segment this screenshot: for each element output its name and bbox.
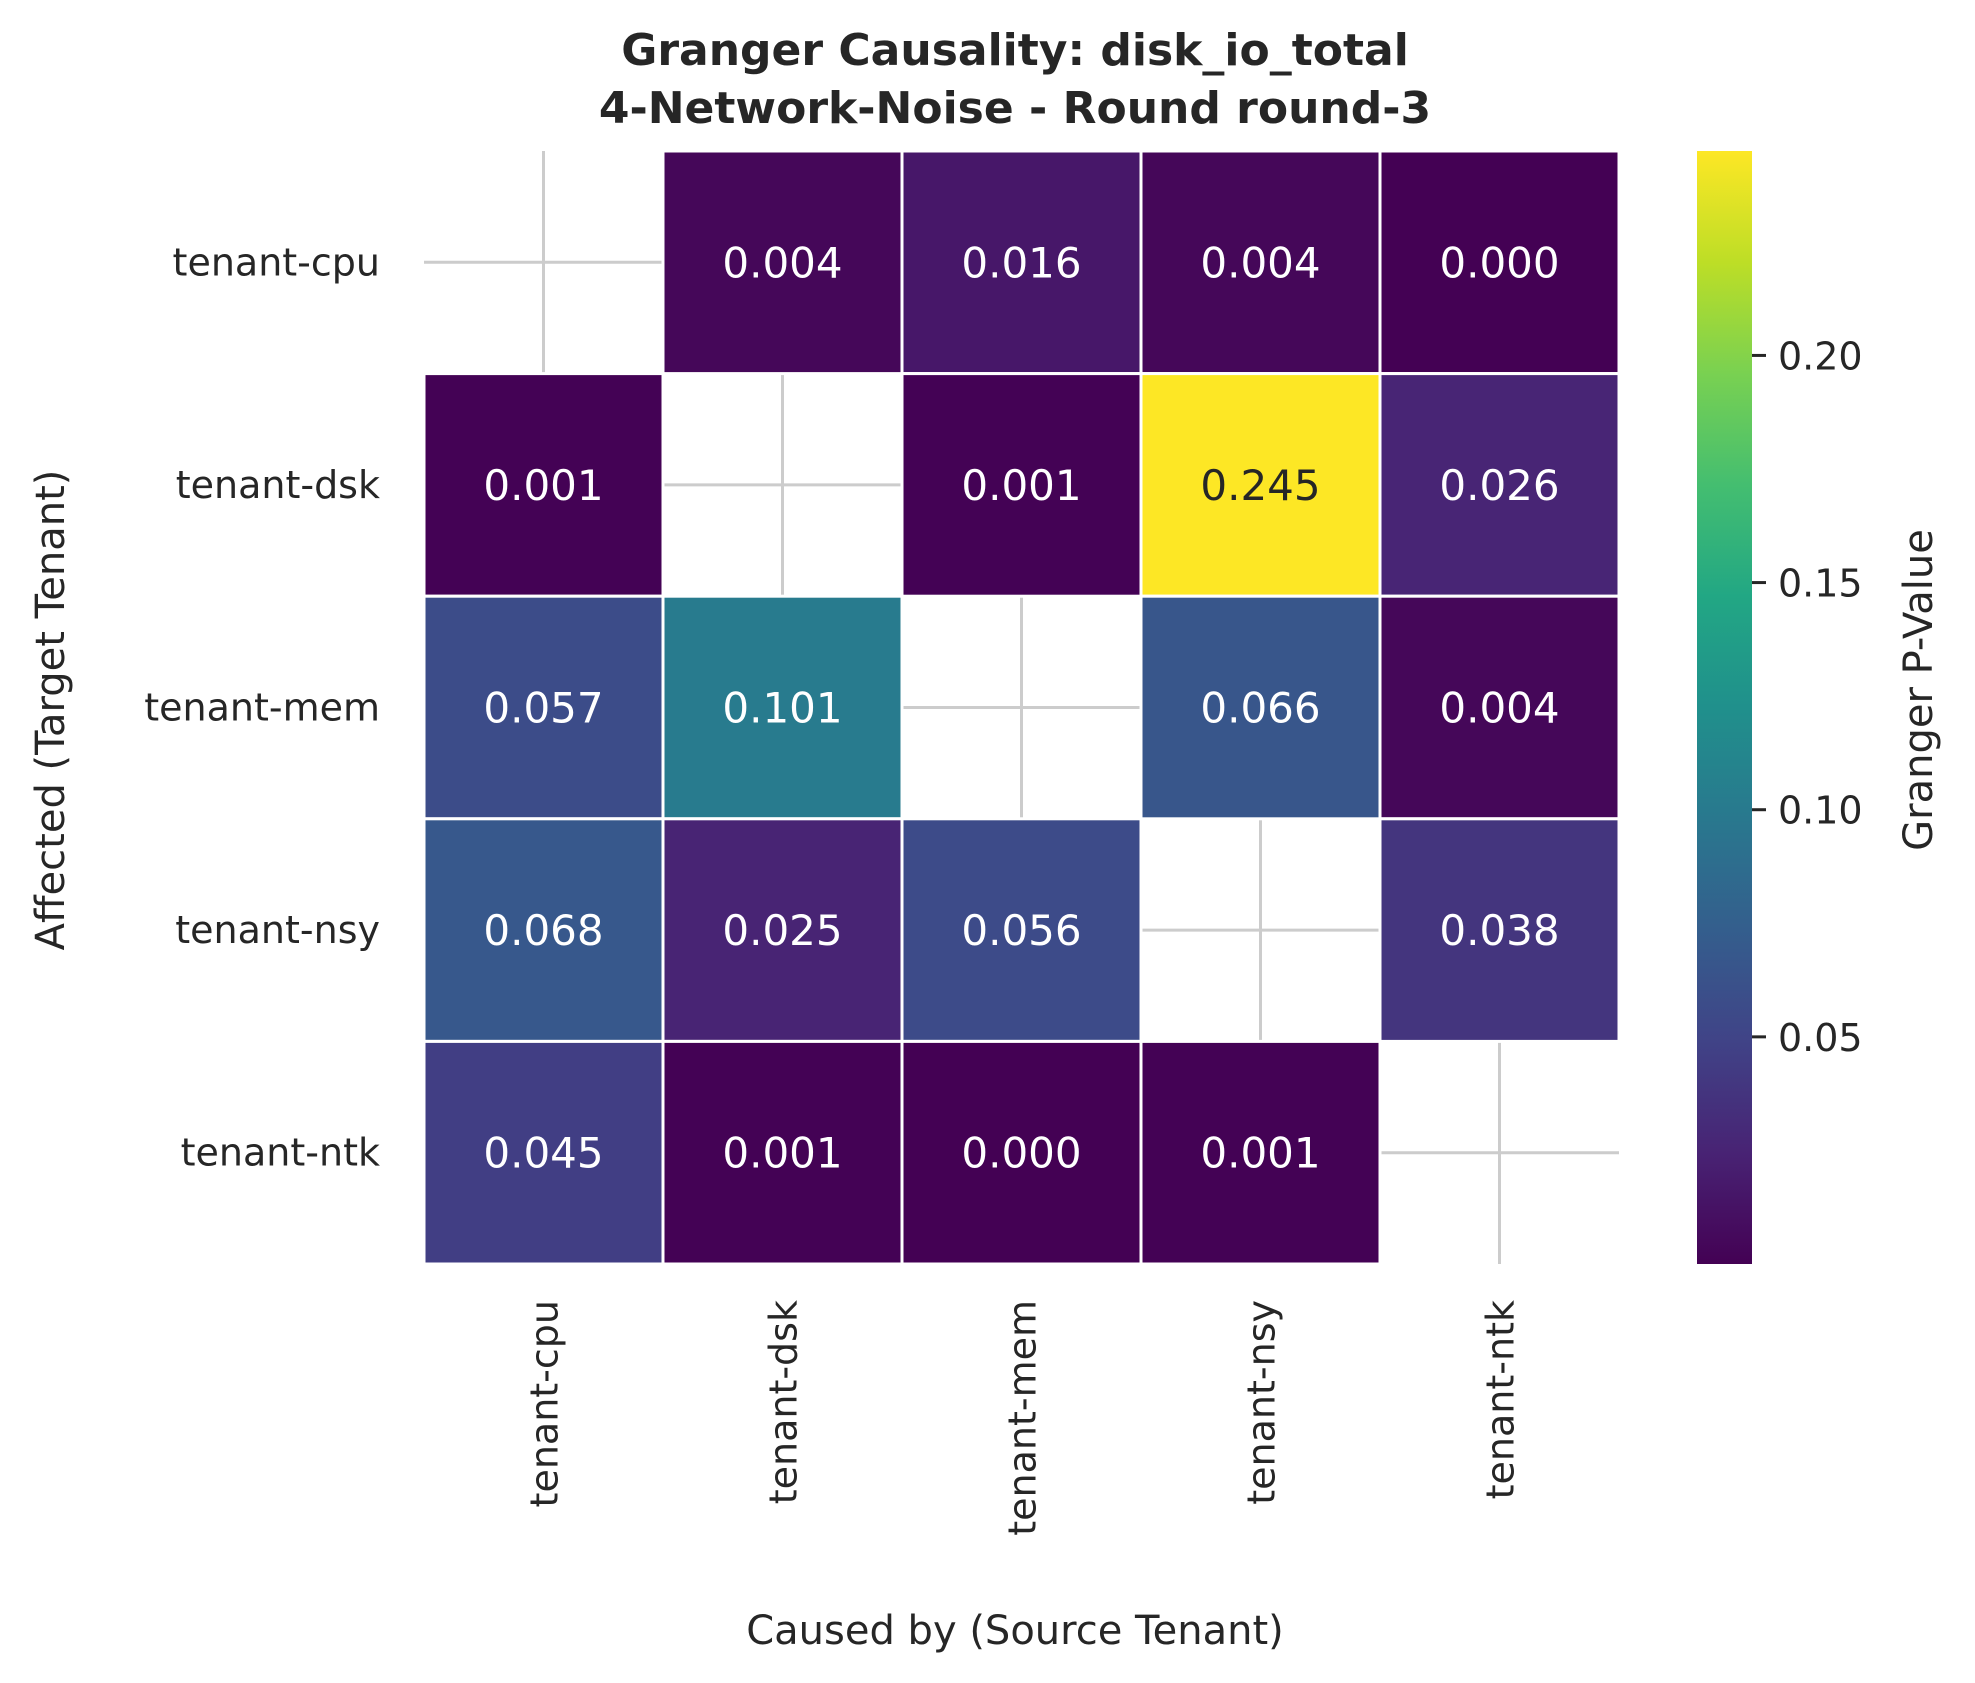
heatmap-cells: 0.004 0.016 0.004 0.000 0.001 0.001 0.245 0.026…: [422, 149, 1621, 1266]
heatmap-cell: [422, 372, 665, 598]
colorbar-gradient: [1697, 151, 1752, 1264]
cell-value-label: 0.057: [483, 684, 603, 733]
cell-value-label: 0.056: [961, 906, 1081, 955]
cell-value-label: 0.245: [1200, 461, 1320, 510]
cell-value-label: 0.045: [483, 1129, 603, 1178]
heatmap-cell: [1139, 1039, 1382, 1266]
cell-value-label: 0.001: [483, 461, 603, 510]
cell-value-label: 0.004: [1439, 684, 1559, 733]
heatmap-cell: [661, 1039, 904, 1266]
x-axis-label: Caused by (Source Tenant): [746, 1608, 1284, 1654]
y-axis-ticks: tenant-cpu tenant-dsk tenant-mem tenant-nsy…: [144, 240, 380, 1174]
heatmap-cell: [422, 1039, 665, 1266]
colorbar-tick-label: 0.05: [1778, 1016, 1863, 1060]
cell-value-label: 0.001: [722, 1129, 842, 1178]
cell-value-label: 0.000: [1439, 238, 1559, 287]
chart-subtitle: 4-Network-Noise - Round round-3: [599, 83, 1431, 134]
y-tick-label: tenant-cpu: [173, 240, 380, 284]
x-tick-label: tenant-ntk: [1479, 1300, 1523, 1499]
heatmap-cell: [1139, 594, 1382, 821]
x-axis-ticks: tenant-cpu tenant-dsk tenant-mem tenant-nsy…: [523, 1300, 1523, 1536]
y-tick-label: tenant-dsk: [176, 463, 380, 507]
cell-value-label: 0.025: [722, 906, 842, 955]
heatmap-cell: [900, 372, 1143, 598]
y-tick-label: tenant-nsy: [175, 908, 380, 952]
chart-title: Granger Causality: disk_io_total: [621, 25, 1409, 76]
cell-value-label: 0.101: [722, 684, 842, 733]
cell-value-label: 0.016: [961, 238, 1081, 287]
x-tick-label: tenant-nsy: [1240, 1300, 1284, 1505]
heatmap-cell: [1378, 817, 1621, 1043]
x-tick-label: tenant-mem: [1001, 1300, 1045, 1536]
cell-value-label: 0.000: [961, 1129, 1081, 1178]
x-tick-label: tenant-dsk: [762, 1300, 806, 1504]
heatmap-cell: [900, 817, 1143, 1043]
heatmap-cell: [661, 594, 904, 821]
y-axis-label: Affected (Target Tenant): [28, 470, 74, 951]
heatmap-cell: [422, 594, 665, 821]
heatmap-cell: [900, 149, 1143, 376]
heatmap-cell: [422, 817, 665, 1043]
colorbar-tick-label: 0.15: [1778, 562, 1863, 606]
y-tick-label: tenant-mem: [144, 686, 380, 730]
cell-value-label: 0.001: [961, 461, 1081, 510]
cell-value-label: 0.066: [1200, 684, 1320, 733]
cell-value-label: 0.038: [1439, 906, 1559, 955]
cell-value-label: 0.026: [1439, 461, 1559, 510]
cell-value-label: 0.068: [483, 906, 603, 955]
colorbar: 0.05 0.10 0.15 0.20: [1697, 151, 1863, 1264]
heatmap-cell: [1378, 372, 1621, 598]
heatmap-cell: [1378, 149, 1621, 376]
colorbar-label: Granger P-Value: [1896, 529, 1942, 851]
heatmap-cell: [1139, 372, 1382, 598]
cell-value-label: 0.004: [1200, 238, 1320, 287]
cell-value-label: 0.004: [722, 238, 842, 287]
heatmap-cell: [900, 1039, 1143, 1266]
colorbar-tick-label: 0.20: [1778, 334, 1863, 378]
cell-value-label: 0.001: [1200, 1129, 1320, 1178]
y-tick-label: tenant-ntk: [181, 1131, 380, 1175]
colorbar-tick-label: 0.10: [1778, 789, 1863, 833]
x-tick-label: tenant-cpu: [523, 1300, 567, 1507]
